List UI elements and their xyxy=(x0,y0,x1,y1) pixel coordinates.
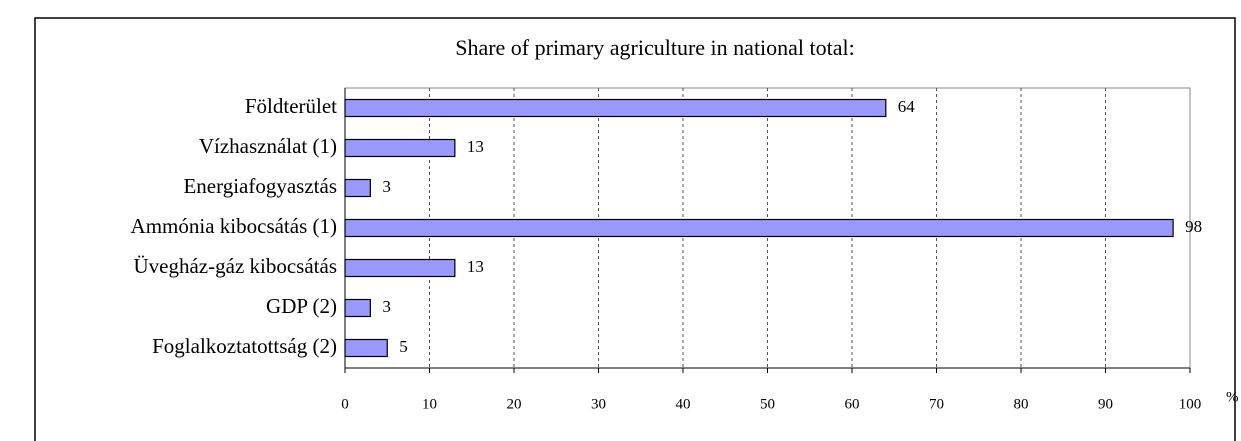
value-label: 3 xyxy=(382,297,391,316)
y-tick-label: GDP (2) xyxy=(266,294,337,318)
bar xyxy=(344,298,371,318)
x-tick-label: 90 xyxy=(1098,396,1113,412)
x-tick-label: 10 xyxy=(422,396,437,412)
value-label: 64 xyxy=(898,97,916,116)
bar xyxy=(344,338,388,358)
bar xyxy=(344,218,1174,238)
value-label: 13 xyxy=(467,257,484,276)
y-tick-label: Földterület xyxy=(245,94,337,118)
x-tick-label: 60 xyxy=(845,396,860,412)
y-tick-label: Foglalkoztatottság (2) xyxy=(152,334,337,358)
x-tick-label: 100 xyxy=(1179,396,1202,412)
x-tick-label: 40 xyxy=(676,396,691,412)
y-tick-label: Vízhasználat (1) xyxy=(199,134,337,158)
x-tick-label: 80 xyxy=(1014,396,1029,412)
x-tick-label: 70 xyxy=(929,396,944,412)
value-label: 5 xyxy=(399,337,408,356)
value-label: 13 xyxy=(467,137,484,156)
y-tick-label: Ammónia kibocsátás (1) xyxy=(131,214,337,238)
x-tick-label: 0 xyxy=(341,396,349,412)
y-tick-label: Energiafogyasztás xyxy=(183,174,337,198)
x-tick-label: 50 xyxy=(760,396,775,412)
value-label: 3 xyxy=(382,177,391,196)
x-tick-label: 20 xyxy=(507,396,522,412)
bar xyxy=(344,98,887,118)
chart-title: Share of primary agriculture in national… xyxy=(455,35,855,60)
bar xyxy=(344,178,371,198)
x-tick-label: 30 xyxy=(591,396,606,412)
bar xyxy=(344,138,456,158)
bar xyxy=(344,258,456,278)
x-axis-label: % xyxy=(1226,389,1239,405)
y-tick-label: Üvegház-gáz kibocsátás xyxy=(134,254,338,278)
value-label: 98 xyxy=(1185,217,1202,236)
